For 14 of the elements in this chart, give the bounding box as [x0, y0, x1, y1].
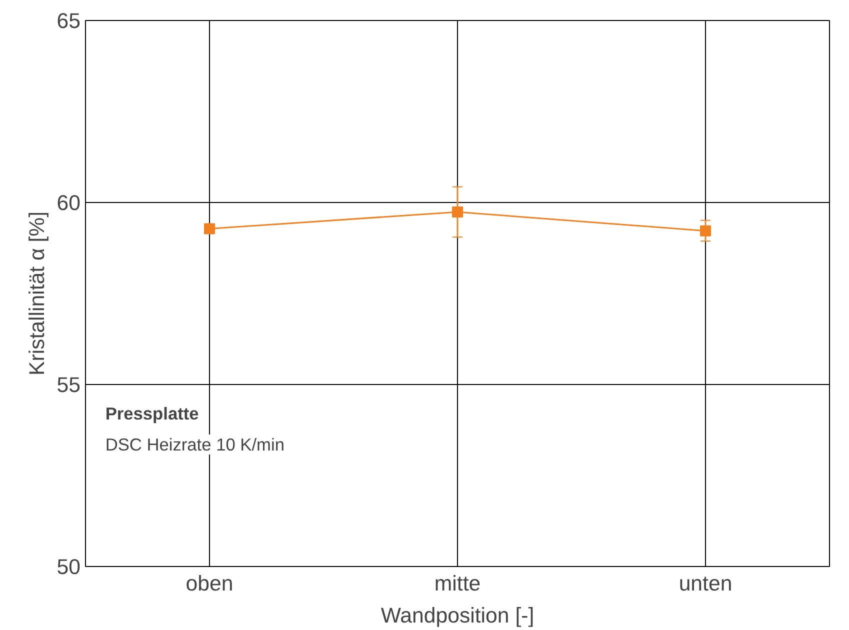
x-tick-label: mitte — [434, 572, 481, 596]
point — [204, 223, 215, 234]
annotation: DSC Heizrate 10 K/min — [105, 434, 284, 455]
y-axis-title: Kristallinität α [%] — [24, 211, 49, 376]
annotation: Pressplatte — [105, 404, 200, 424]
point — [452, 206, 463, 218]
point — [700, 225, 711, 236]
x-axis-title: Wandposition [-] — [380, 604, 534, 628]
y-tick-label: 65 — [56, 9, 81, 33]
y-tick-label: 50 — [56, 555, 81, 579]
y-tick-label: 60 — [56, 191, 81, 215]
y-tick-label: 55 — [56, 373, 81, 397]
x-tick-label: unten — [678, 572, 732, 596]
x-tick-label: oben — [186, 572, 234, 596]
